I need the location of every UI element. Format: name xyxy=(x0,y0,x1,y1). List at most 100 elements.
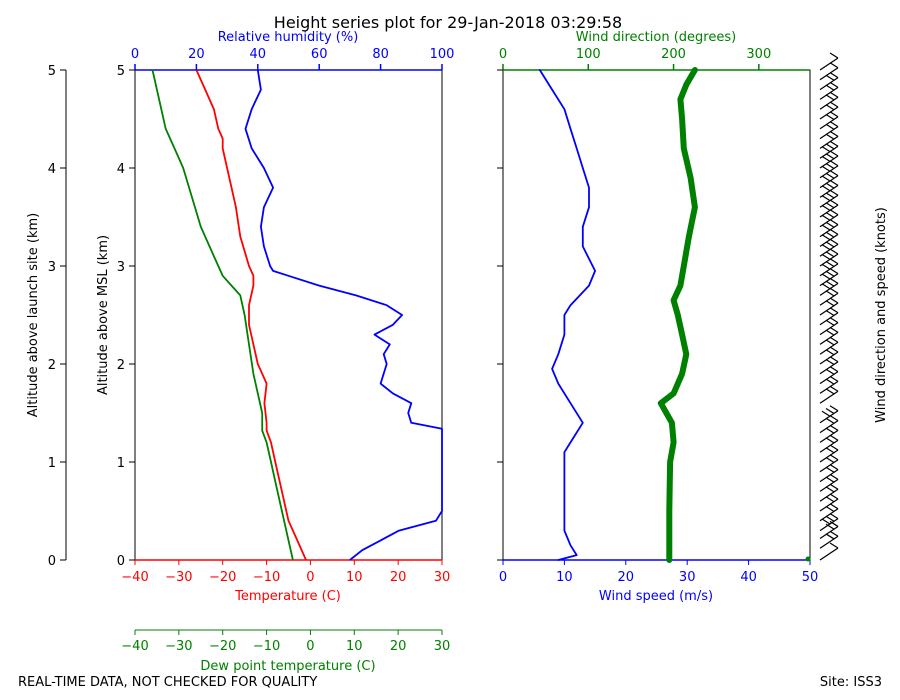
wind-barb xyxy=(819,385,839,404)
inner-altitude-tick-label: 3 xyxy=(117,260,125,275)
wind-direction-tick-label: 300 xyxy=(746,47,771,62)
dewpoint-tick-label: −10 xyxy=(253,639,280,654)
dewpoint-tick-label: −40 xyxy=(121,639,148,654)
wind-barb xyxy=(819,513,839,532)
wind-direction-tick-label: 0 xyxy=(499,47,507,62)
wind-barb xyxy=(819,317,839,336)
wind-barb xyxy=(819,81,839,100)
thermo-panel: Altitude above launch site (km) Altitude… xyxy=(26,30,454,674)
wind-barb xyxy=(819,444,839,463)
thermo-ticks: −40 −30 −20 −10 0 10 20 30−40 −30 −20 −10 0 10 20 300 2… xyxy=(48,47,455,654)
humidity-line xyxy=(244,69,443,561)
wind-barb xyxy=(819,258,839,277)
inner-altitude-label: Altitude above MSL (km) xyxy=(96,235,111,395)
dewpoint-tick-label: 30 xyxy=(434,639,451,654)
wind-barb xyxy=(819,375,839,394)
wind-barb xyxy=(819,434,839,453)
wind-series xyxy=(538,67,811,563)
wind-barb xyxy=(819,52,839,71)
wind-plot-area xyxy=(502,69,811,561)
wind-ticks: 0 10 20 30 40 50 0 100 200 300 xyxy=(497,47,818,585)
wind-barb xyxy=(819,473,839,492)
wind-barb xyxy=(819,520,839,539)
temperature-tick-label: −30 xyxy=(165,570,192,585)
thermo-series xyxy=(151,69,443,561)
outer-altitude-tick-label: 2 xyxy=(48,358,56,373)
humidity-tick-label: 40 xyxy=(250,47,267,62)
dewpoint-tick-label: 0 xyxy=(306,639,314,654)
wind-barb xyxy=(819,503,839,522)
figure-title: Height series plot for 29-Jan-2018 03:29… xyxy=(274,13,622,32)
inner-altitude-tick-label: 1 xyxy=(117,456,125,471)
wind-speed-tick-label: 20 xyxy=(618,570,635,585)
wind-barb xyxy=(819,424,839,443)
wind-barb xyxy=(819,238,839,257)
inner-altitude-tick-label: 4 xyxy=(117,162,125,177)
outer-altitude-tick-label: 0 xyxy=(48,554,56,569)
wind-barb xyxy=(819,336,839,355)
wind-barb xyxy=(819,160,839,179)
outer-altitude-tick-label: 4 xyxy=(48,162,56,177)
wind-panel: Wind direction (degrees) Wind speed (m/s… xyxy=(497,30,889,604)
wind-barb xyxy=(819,101,839,120)
wind-barb xyxy=(819,189,839,208)
inner-altitude-tick-label: 2 xyxy=(117,358,125,373)
wind-barb xyxy=(819,199,839,218)
temperature-tick-label: −10 xyxy=(253,570,280,585)
temperature-tick-label: −20 xyxy=(209,570,236,585)
wind-barb xyxy=(819,179,839,198)
humidity-tick-label: 80 xyxy=(372,47,389,62)
wind-barb xyxy=(819,72,839,91)
wind-barb xyxy=(819,307,839,326)
wind-barb xyxy=(819,209,839,228)
inner-altitude-tick-label: 5 xyxy=(117,64,125,79)
wind-barbs xyxy=(819,52,839,561)
wind-barb xyxy=(819,228,839,247)
wind-speed-axis-label: Wind speed (m/s) xyxy=(599,589,713,604)
outer-altitude-tick-label: 5 xyxy=(48,64,56,79)
outer-altitude-label: Altitude above launch site (km) xyxy=(26,213,41,417)
dewpoint-tick-label: −30 xyxy=(165,639,192,654)
dewpoint-line xyxy=(151,69,294,561)
wind-barb xyxy=(819,111,839,130)
outer-altitude-tick-label: 1 xyxy=(48,456,56,471)
wind-barb xyxy=(819,297,839,316)
wind-barb xyxy=(819,366,839,385)
humidity-tick-label: 100 xyxy=(430,47,455,62)
wind-direction-surface-marker xyxy=(805,556,811,562)
dewpoint-tick-label: 10 xyxy=(346,639,363,654)
wind-barb xyxy=(819,170,839,189)
wind-barb xyxy=(819,542,839,561)
wind-speed-tick-label: 50 xyxy=(802,570,819,585)
dewpoint-axis-label: Dew point temperature (C) xyxy=(200,659,375,674)
quality-disclaimer: REAL-TIME DATA, NOT CHECKED FOR QUALITY xyxy=(18,675,317,690)
temperature-tick-label: 0 xyxy=(306,570,314,585)
temperature-tick-label: 10 xyxy=(346,570,363,585)
wind-barb xyxy=(819,326,839,345)
wind-direction-line xyxy=(657,67,698,563)
wind-barb xyxy=(819,483,839,502)
inner-altitude-tick-label: 0 xyxy=(117,554,125,569)
thermo-plot-area xyxy=(134,69,443,561)
wind-barb xyxy=(819,268,839,287)
wind-barb xyxy=(819,130,839,149)
wind-barb xyxy=(819,464,839,483)
wind-barb xyxy=(819,219,839,238)
wind-barb xyxy=(819,62,839,81)
wind-barb xyxy=(819,121,839,140)
wind-barb xyxy=(819,530,839,549)
wind-barb xyxy=(819,277,839,296)
wind-direction-tick-label: 200 xyxy=(661,47,686,62)
wind-barb xyxy=(819,493,839,512)
wind-direction-tick-label: 100 xyxy=(576,47,601,62)
wind-barb xyxy=(819,356,839,375)
wind-barb xyxy=(819,346,839,365)
wind-barb xyxy=(819,248,839,267)
site-label: Site: ISS3 xyxy=(820,675,882,690)
wind-direction-axis-label: Wind direction (degrees) xyxy=(576,30,736,45)
wind-barb xyxy=(819,415,839,434)
wind-barb xyxy=(819,454,839,473)
wind-barb xyxy=(819,405,839,424)
wind-barb xyxy=(819,140,839,159)
